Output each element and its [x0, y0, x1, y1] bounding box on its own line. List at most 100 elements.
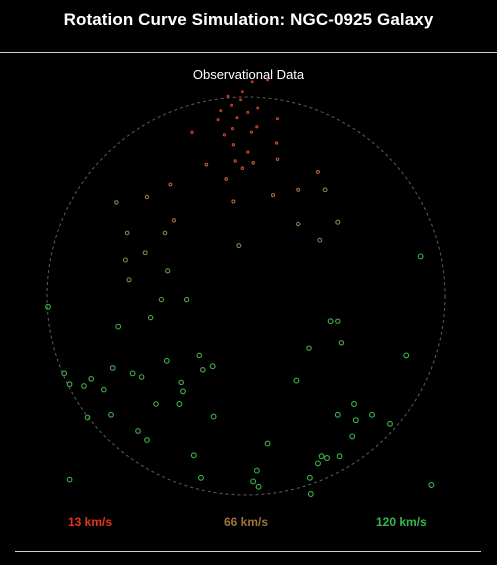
- data-point: [255, 125, 259, 129]
- data-point: [306, 474, 313, 481]
- data-point: [249, 130, 253, 134]
- data-point: [387, 420, 393, 427]
- data-point: [352, 417, 359, 424]
- data-point: [162, 230, 168, 236]
- data-point: [147, 314, 154, 321]
- data-point: [250, 80, 254, 84]
- data-point: [349, 433, 356, 440]
- data-point: [255, 483, 262, 490]
- data-point: [251, 160, 256, 165]
- data-point: [204, 162, 209, 167]
- data-point: [316, 169, 320, 174]
- data-point: [209, 363, 216, 370]
- data-point: [335, 219, 341, 225]
- data-point: [219, 109, 223, 113]
- data-point: [256, 106, 260, 110]
- data-point: [274, 141, 279, 145]
- data-point: [61, 370, 68, 377]
- data-point: [338, 340, 345, 346]
- galaxy-boundary-ring: [46, 96, 446, 496]
- data-point: [216, 118, 220, 122]
- data-point: [142, 250, 148, 256]
- data-point: [253, 467, 260, 474]
- data-point: [88, 375, 95, 382]
- data-point: [66, 381, 73, 388]
- data-point: [307, 491, 314, 497]
- data-point: [176, 401, 183, 407]
- data-point: [246, 150, 250, 154]
- data-point: [233, 159, 237, 163]
- data-point: [306, 345, 312, 351]
- data-point: [81, 383, 87, 389]
- data-point: [240, 166, 245, 170]
- data-point: [270, 193, 276, 198]
- data-point: [235, 116, 239, 120]
- header-divider: [0, 52, 497, 53]
- data-point: [230, 103, 234, 107]
- data-point: [144, 437, 150, 443]
- legend-mid-velocity: 66 km/s: [224, 515, 269, 529]
- data-point: [336, 453, 343, 460]
- data-point: [369, 411, 375, 418]
- data-point: [335, 318, 341, 324]
- data-point: [241, 90, 244, 94]
- page-title: Rotation Curve Simulation: NGC-0925 Gala…: [63, 10, 434, 29]
- data-point: [266, 78, 269, 82]
- data-point: [163, 357, 170, 364]
- data-point: [158, 296, 165, 303]
- data-point: [226, 94, 230, 98]
- data-point: [144, 194, 150, 200]
- data-point: [190, 130, 194, 134]
- data-point: [196, 352, 202, 359]
- data-point: [200, 367, 206, 373]
- data-point: [109, 365, 116, 371]
- data-point: [190, 452, 197, 459]
- legend-low-velocity: 13 km/s: [68, 515, 113, 529]
- data-points: [45, 78, 435, 497]
- data-point: [231, 143, 236, 147]
- data-point: [293, 377, 300, 384]
- data-point: [129, 370, 136, 377]
- data-point: [168, 182, 173, 187]
- data-point: [124, 230, 130, 236]
- data-point: [178, 379, 184, 386]
- data-point: [222, 133, 226, 137]
- data-point: [153, 401, 159, 407]
- data-point: [210, 413, 217, 420]
- data-point: [66, 476, 73, 483]
- data-point: [100, 386, 107, 393]
- data-point: [231, 199, 236, 204]
- data-point: [230, 127, 235, 131]
- data-point: [122, 257, 128, 263]
- data-point: [250, 478, 257, 485]
- data-point: [324, 455, 330, 461]
- data-point: [239, 98, 243, 102]
- chart-subtitle: Observational Data: [192, 67, 305, 82]
- data-point: [275, 117, 280, 121]
- data-point: [296, 221, 301, 227]
- data-point: [296, 187, 301, 192]
- data-point: [351, 401, 357, 407]
- data-point: [236, 243, 242, 249]
- data-point: [135, 428, 141, 434]
- data-point: [198, 474, 204, 481]
- data-point: [334, 411, 341, 418]
- data-point: [327, 318, 334, 325]
- data-point: [246, 110, 250, 114]
- data-point: [126, 277, 132, 283]
- data-point: [417, 253, 424, 260]
- data-point: [108, 411, 114, 418]
- data-point: [318, 453, 325, 460]
- data-point: [428, 482, 435, 488]
- data-point: [275, 157, 280, 161]
- data-point: [183, 296, 190, 303]
- data-point: [45, 303, 51, 310]
- footer-divider: [15, 551, 481, 552]
- data-point: [165, 268, 171, 274]
- data-point: [322, 187, 328, 193]
- data-point: [138, 374, 145, 380]
- data-point: [171, 218, 177, 223]
- data-point: [315, 460, 321, 467]
- data-point: [114, 200, 119, 205]
